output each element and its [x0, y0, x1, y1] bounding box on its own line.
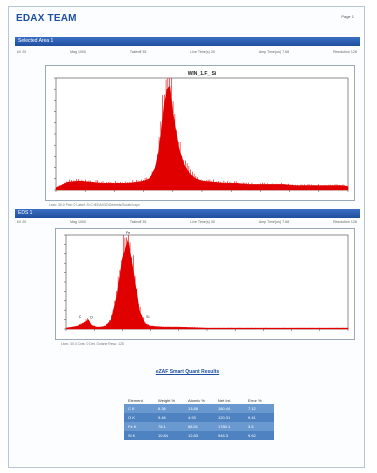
cell: 1780.1 — [214, 422, 244, 431]
col-atomic: Atomic % — [188, 398, 205, 403]
cell: O K — [124, 413, 154, 422]
section1-title-bar: Selected Area 1 — [15, 37, 360, 46]
table-row: Si K 10.84 12.83 946.3 9.62 — [124, 431, 274, 440]
meta-kv: kV 20 — [17, 220, 27, 224]
table-row: O K 9.46 4.93 120.31 9.41 — [124, 413, 274, 422]
meta-mag: Mag 1000 — [70, 220, 87, 224]
cell: 120.31 — [214, 413, 244, 422]
cell: C K — [124, 404, 154, 413]
section2-caption: Lsec: 30.0 Cnts: 0 Det: Octane Reso: 128 — [61, 342, 124, 346]
results-table: Element Weight % Atomic % Net Int. Error… — [124, 397, 274, 440]
cell: 9.46 — [154, 413, 184, 422]
page-label: Page 1 — [341, 14, 354, 19]
meta-mag: Mag 1000 — [70, 50, 87, 54]
cell: 9.41 — [244, 413, 274, 422]
results-title: eZAF Smart Quant Results — [155, 369, 220, 375]
table-row: Fe K 78.1 68.51 1780.1 3.6 — [124, 422, 274, 431]
section1-title: Selected Area 1 — [18, 38, 54, 44]
cell: Si K — [124, 431, 154, 440]
meta-amp-time: Amp Time(us) 7.68 — [258, 220, 290, 224]
cell: 4.93 — [184, 413, 214, 422]
cell: 68.51 — [184, 422, 214, 431]
spectrum-chart-1: WIN_1.F_ Si — [45, 65, 355, 201]
meta-live-time: Live Time(s) 30 — [190, 50, 215, 54]
section2-title-bar: EDS 1 — [15, 209, 360, 218]
meta-resolution: Resolution 128 — [332, 50, 357, 54]
peak-label: C — [79, 315, 82, 319]
table-row: C K 8.36 13.88 180.44 7.12 — [124, 404, 274, 413]
peak-label: Si — [146, 315, 149, 319]
meta-resolution: Resolution 128 — [332, 220, 357, 224]
section1-meta: kV 20 Mag 1000 Takeoff 35 Live Time(s) 3… — [17, 50, 357, 56]
results-header-row: Element Weight % Atomic % Net Int. Error… — [124, 397, 274, 404]
section1-caption: Lsec: 30.0 Prst: 0 Label: Si C:\EDAX32\G… — [49, 203, 140, 207]
spectrum-1-svg: WIN_1.F_ Si — [54, 71, 349, 192]
meta-takeoff: Takeoff 35 — [129, 50, 147, 54]
plot-frame — [65, 234, 349, 330]
spectrum-2-svg: C O Fe Si — [64, 231, 349, 331]
section2-meta: kV 20 Mag 1000 Takeoff 35 Live Time(s) 3… — [17, 220, 357, 226]
plot-frame — [55, 77, 349, 191]
cell: 9.62 — [244, 431, 274, 440]
cell: 8.36 — [154, 404, 184, 413]
meta-kv: kV 20 — [17, 50, 27, 54]
cell: 10.84 — [154, 431, 184, 440]
col-element: Element — [128, 398, 143, 403]
cell: 13.88 — [184, 404, 214, 413]
col-error: Error % — [248, 398, 262, 403]
cell: 946.3 — [214, 431, 244, 440]
peak-label: O — [90, 316, 93, 320]
cell: 180.44 — [214, 404, 244, 413]
peak-label: Fe — [126, 231, 130, 235]
section2-title: EDS 1 — [18, 210, 33, 216]
meta-amp-time: Amp Time(us) 7.68 — [258, 50, 290, 54]
cell: 12.83 — [184, 431, 214, 440]
chart-title: WIN_1.F_ Si — [188, 71, 217, 77]
cell: 7.12 — [244, 404, 274, 413]
meta-takeoff: Takeoff 35 — [129, 220, 147, 224]
spectrum-chart-2: C O Fe Si — [55, 228, 355, 340]
report-page: EDAX TEAM Page 1 Selected Area 1 kV 20 M… — [8, 6, 365, 468]
meta-live-time: Live Time(s) 30 — [190, 220, 215, 224]
col-net-int: Net Int. — [218, 398, 231, 403]
cell: Fe K — [124, 422, 154, 431]
cell: 3.6 — [244, 422, 274, 431]
brand-title: EDAX TEAM — [16, 13, 77, 24]
cell: 78.1 — [154, 422, 184, 431]
col-weight: Weight % — [158, 398, 176, 403]
